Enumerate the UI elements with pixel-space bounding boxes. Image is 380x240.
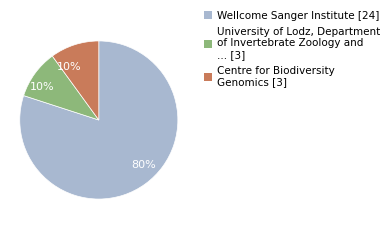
Legend: Wellcome Sanger Institute [24], University of Lodz, Department
of Invertebrate Z: Wellcome Sanger Institute [24], Universi… xyxy=(203,10,380,88)
Text: 10%: 10% xyxy=(57,62,82,72)
Wedge shape xyxy=(24,56,99,120)
Wedge shape xyxy=(52,41,99,120)
Text: 80%: 80% xyxy=(131,160,156,170)
Text: 10%: 10% xyxy=(29,83,54,92)
Wedge shape xyxy=(20,41,178,199)
